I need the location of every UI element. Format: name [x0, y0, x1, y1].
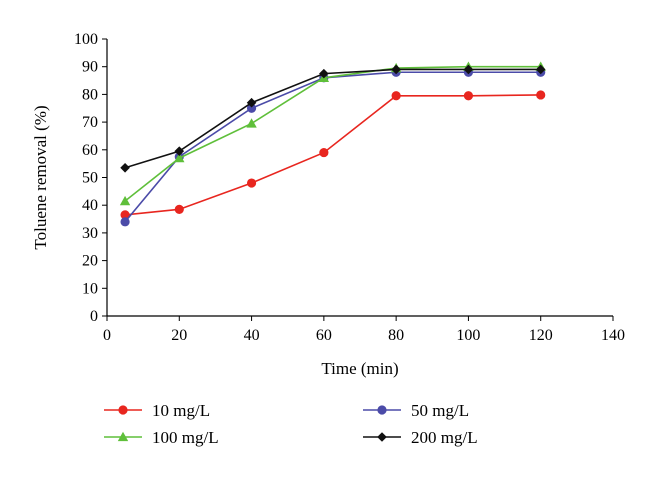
x-tick-label: 100 [456, 327, 480, 344]
data-point-200-mg-l [246, 97, 257, 108]
data-point-200-mg-l [174, 146, 185, 156]
data-point-100-mg-l [174, 152, 185, 163]
legend-marker [377, 405, 387, 415]
y-tick-label: 50 [82, 170, 98, 187]
y-tick-label: 30 [82, 225, 98, 242]
data-point-200-mg-l [319, 68, 329, 79]
x-tick-label: 0 [103, 327, 111, 344]
legend-marker [118, 405, 128, 415]
data-point-10-mg-l [174, 204, 184, 214]
legend-item-50-mg-l: 50 mg/L [363, 401, 469, 420]
y-tick-label: 20 [82, 253, 98, 270]
data-point-50-mg-l [120, 217, 130, 227]
series-line-200-mg-l [124, 68, 541, 169]
series-layer [119, 61, 546, 227]
series-line-50-mg-l [124, 71, 541, 223]
data-point-100-mg-l [119, 195, 131, 206]
legend: 10 mg/L 50 mg/L 100 mg/L 200 mg/L [104, 401, 478, 447]
y-tick-label: 80 [82, 86, 98, 103]
y-tick-label: 70 [82, 114, 98, 131]
legend-label: 50 mg/L [411, 401, 469, 420]
data-point-10-mg-l [319, 147, 329, 158]
legend-item-10-mg-l: 10 mg/L [104, 401, 210, 420]
y-tick-label: 10 [82, 280, 98, 297]
data-point-10-mg-l [536, 90, 546, 100]
data-point-100-mg-l [246, 118, 257, 128]
y-tick-label: 90 [82, 59, 98, 76]
data-point-10-mg-l [463, 91, 474, 101]
series-100-mg-l [119, 61, 546, 206]
data-point-10-mg-l [246, 178, 257, 188]
series-10-mg-l [120, 90, 546, 220]
series-line-100-mg-l [124, 65, 541, 202]
data-point-10-mg-l [391, 91, 401, 101]
y-tick-label: 40 [82, 197, 98, 214]
data-point-200-mg-l [535, 64, 546, 75]
x-axis-title: Time (min) [321, 359, 398, 378]
y-tick-label: 60 [82, 142, 98, 159]
x-tick-label: 20 [171, 327, 187, 344]
series-200-mg-l [120, 64, 546, 173]
legend-label: 200 mg/L [411, 428, 478, 447]
data-point-200-mg-l [391, 64, 401, 75]
x-tick-label: 120 [529, 327, 553, 344]
x-tick-label: 40 [244, 327, 260, 344]
data-point-200-mg-l [463, 64, 474, 75]
legend-marker [117, 431, 129, 442]
y-tick-label: 100 [74, 31, 98, 48]
legend-item-200-mg-l: 200 mg/L [363, 428, 478, 447]
legend-marker [377, 432, 387, 442]
y-axis-title: Toluene removal (%) [31, 105, 50, 249]
x-tick-label: 80 [388, 327, 404, 344]
legend-label: 100 mg/L [152, 428, 219, 447]
legend-item-100-mg-l: 100 mg/L [104, 428, 219, 447]
x-tick-label: 60 [316, 327, 332, 344]
y-tick-label: 0 [90, 308, 98, 325]
legend-label: 10 mg/L [152, 401, 210, 420]
axes: 0 10 20 30 40 50 60 70 80 90 100 0 20 40 60 80 100 120 140 [74, 31, 625, 344]
x-tick-label: 140 [601, 327, 625, 344]
data-point-200-mg-l [120, 163, 130, 173]
